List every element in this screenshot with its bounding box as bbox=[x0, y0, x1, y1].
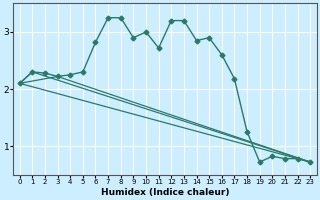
X-axis label: Humidex (Indice chaleur): Humidex (Indice chaleur) bbox=[101, 188, 229, 197]
